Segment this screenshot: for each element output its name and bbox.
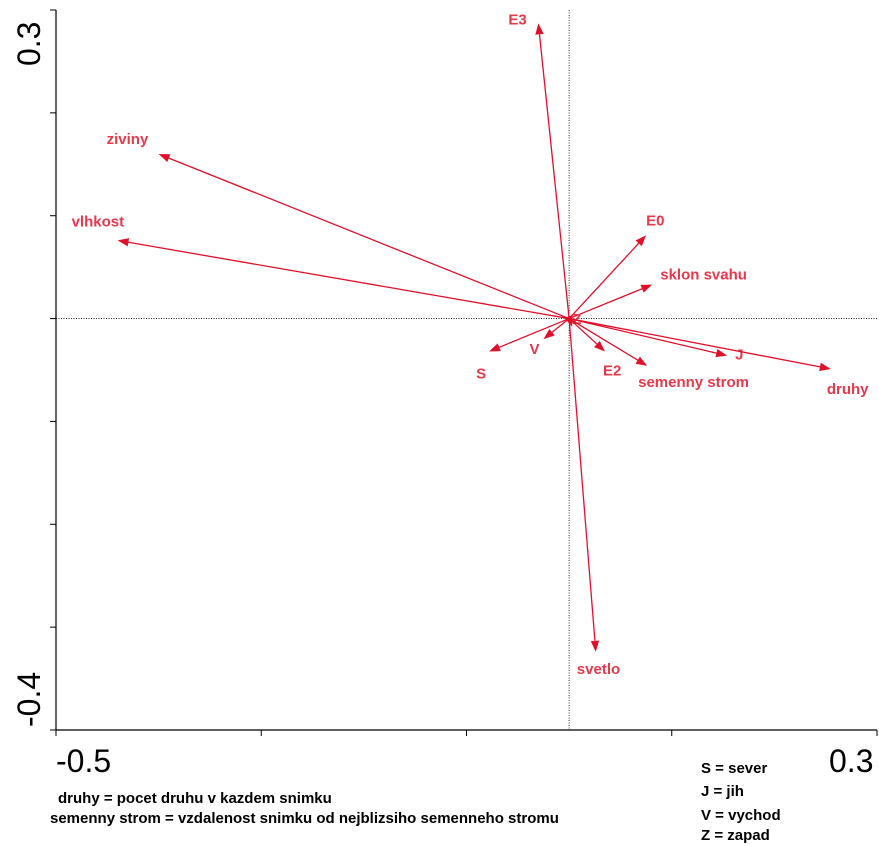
vector-arrowhead-e2 (594, 340, 606, 352)
vector-label-e2: E2 (603, 362, 621, 379)
x-tick-label-max: 0.3 (829, 743, 873, 779)
vector-label-sklon-svahu: sklon svahu (660, 267, 747, 284)
vector-arrowhead-s (489, 343, 501, 352)
vector-line-e3 (538, 34, 570, 319)
vector-label-v: V (529, 341, 539, 358)
vector-arrowhead-v (543, 328, 555, 340)
vector-j: J (568, 317, 744, 364)
note-semenny-strom: semenny strom = vzdalenost snimku od nej… (50, 810, 559, 827)
vector-line-s (499, 317, 570, 348)
vector-semenny-strom: semenny strom (568, 318, 749, 391)
vector-line-ziviny (168, 157, 570, 320)
vector-arrowhead-z (564, 315, 573, 327)
vector-arrowhead-druhy (819, 362, 831, 372)
vector-label-e0: E0 (646, 212, 664, 229)
zero-lines (56, 10, 877, 730)
vector-line-vlhkost (128, 241, 570, 320)
vector-vlhkost: vlhkost (72, 213, 570, 320)
vectors: E3 ziviny vlhkost E0 sklon svahu S V Z E2 semenny… (72, 11, 870, 677)
vector-arrowhead-e3 (535, 23, 544, 35)
vector-line-e2 (568, 318, 598, 345)
vector-label-z: Z (572, 311, 581, 328)
vector-line-v (551, 318, 570, 333)
vector-e2: E2 (568, 318, 621, 379)
vector-label-svetlo: svetlo (577, 661, 620, 678)
y-tick-label-max: 0.3 (11, 22, 47, 66)
y-tick-label-min: -0.4 (11, 672, 47, 727)
vector-arrowhead-j (715, 349, 728, 358)
vector-arrowhead-semenny-strom (635, 356, 648, 366)
vector-e0: E0 (568, 212, 664, 320)
vector-label-e3: E3 (508, 11, 526, 28)
vector-line-semenny-strom (568, 318, 639, 361)
note-druhy: druhy = pocet druhu v kazdem snimku (58, 790, 332, 807)
vector-arrowhead-vlhkost (117, 238, 130, 247)
vector-line-sklon-svahu (568, 288, 643, 320)
vector-line-svetlo (568, 318, 596, 641)
vector-sklon-svahu: sklon svahu (568, 267, 747, 320)
vector-z: Z (564, 311, 581, 328)
vector-s: S (476, 317, 570, 382)
legend-vychod: V = vychod (701, 807, 781, 824)
vector-line-j (568, 317, 717, 354)
vector-label-j: J (735, 347, 743, 364)
vector-label-druhy: druhy (827, 381, 869, 398)
vector-druhy: druhy (569, 317, 869, 398)
legend-sever: S = sever (701, 760, 768, 777)
vector-label-s: S (476, 365, 486, 382)
axes (50, 9, 878, 736)
x-tick-label-min: -0.5 (56, 743, 111, 779)
legend-jih: J = jih (701, 783, 744, 800)
vector-label-ziviny: ziviny (107, 131, 149, 148)
vector-v: V (529, 318, 570, 358)
vector-ziviny: ziviny (107, 131, 570, 320)
vector-label-semenny-strom: semenny strom (638, 374, 749, 391)
vector-line-e0 (568, 242, 640, 320)
legend-zapad: Z = zapad (701, 827, 770, 844)
vector-label-vlhkost: vlhkost (72, 213, 125, 230)
vector-arrowhead-sklon-svahu (640, 284, 653, 293)
vector-svetlo: svetlo (568, 318, 620, 678)
vector-arrowhead-e0 (635, 235, 647, 247)
vector-line-druhy (569, 317, 821, 368)
vector-e3: E3 (508, 11, 570, 319)
vector-arrowhead-svetlo (590, 640, 600, 652)
vector-arrowhead-ziviny (158, 154, 171, 162)
